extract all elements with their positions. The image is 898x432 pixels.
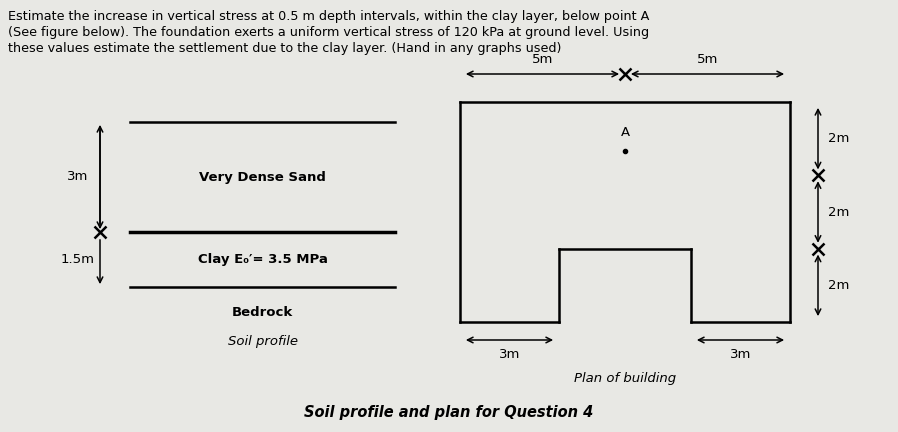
Text: Estimate the increase in vertical stress at 0.5 m depth intervals, within the cl: Estimate the increase in vertical stress…: [8, 10, 649, 23]
Text: (See figure below). The foundation exerts a uniform vertical stress of 120 kPa a: (See figure below). The foundation exert…: [8, 26, 649, 39]
Text: Clay E₀′= 3.5 MPa: Clay E₀′= 3.5 MPa: [198, 253, 328, 266]
Text: 1.5m: 1.5m: [61, 253, 95, 266]
Text: 2m: 2m: [828, 279, 850, 292]
Text: 2m: 2m: [828, 206, 850, 219]
Text: Bedrock: Bedrock: [232, 305, 293, 318]
Text: Plan of building: Plan of building: [574, 372, 676, 385]
Text: Soil profile: Soil profile: [227, 336, 297, 349]
Text: A: A: [621, 126, 629, 139]
Text: 3m: 3m: [498, 348, 520, 361]
Text: 3m: 3m: [730, 348, 752, 361]
Text: Very Dense Sand: Very Dense Sand: [199, 171, 326, 184]
Text: 5m: 5m: [697, 53, 718, 66]
Text: Soil profile and plan for Question 4: Soil profile and plan for Question 4: [304, 405, 594, 420]
Text: these values estimate the settlement due to the clay layer. (Hand in any graphs : these values estimate the settlement due…: [8, 42, 561, 55]
Text: 2m: 2m: [828, 132, 850, 145]
Text: 3m: 3m: [67, 171, 89, 184]
Text: 5m: 5m: [532, 53, 553, 66]
